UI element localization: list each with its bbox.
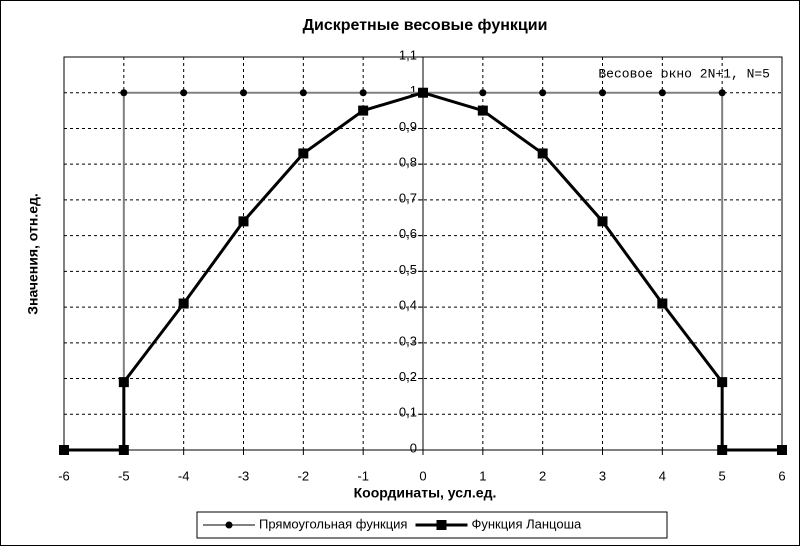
point <box>120 89 128 97</box>
point <box>238 216 249 227</box>
x-tick-label: 5 <box>719 468 726 483</box>
point <box>717 445 728 455</box>
point <box>358 105 369 116</box>
y-tick-label: 0,3 <box>399 333 417 348</box>
y-axis-label: Значения, отн.ед. <box>25 193 41 315</box>
y-tick-label: 0,4 <box>399 298 417 313</box>
chart-title: Дискретные весовые функции <box>303 17 548 34</box>
x-axis-label: Координаты, усл.ед. <box>354 485 497 501</box>
x-tick-label: -4 <box>178 468 190 483</box>
legend-label: Функция Ланцоша <box>471 516 582 531</box>
y-tick-label: 0,6 <box>399 226 417 241</box>
point <box>118 445 129 455</box>
legend-marker <box>225 521 233 529</box>
point <box>718 89 726 97</box>
x-tick-label: 2 <box>539 468 546 483</box>
x-tick-label: 1 <box>479 468 486 483</box>
point <box>599 89 606 97</box>
point <box>597 216 608 227</box>
point <box>537 148 548 159</box>
y-tick-label: 0,8 <box>399 155 417 170</box>
point <box>359 89 367 97</box>
point <box>479 89 487 97</box>
x-tick-label: -3 <box>238 468 250 483</box>
y-tick-label: 1 <box>410 83 417 98</box>
x-tick-label: -1 <box>357 468 369 483</box>
x-tick-label: 3 <box>599 468 606 483</box>
point <box>178 298 189 309</box>
y-tick-label: 0,1 <box>399 405 417 420</box>
legend-label: Прямоугольная функция <box>259 516 407 531</box>
point <box>658 89 666 97</box>
legend-marker <box>436 520 447 530</box>
point <box>418 87 428 98</box>
x-tick-label: -6 <box>58 468 70 483</box>
annotation: Весовое окно 2N+1, N=5 <box>598 66 770 81</box>
y-tick-label: 0,5 <box>399 262 417 277</box>
point <box>657 298 668 309</box>
x-tick-label: -2 <box>298 468 310 483</box>
point <box>717 377 728 388</box>
y-tick-label: 0,7 <box>399 190 417 205</box>
point <box>180 89 188 97</box>
y-tick-label: 0,9 <box>399 119 417 134</box>
point <box>777 445 787 455</box>
point <box>539 89 547 97</box>
point <box>59 445 69 455</box>
y-tick-label: 0,2 <box>399 369 417 384</box>
x-tick-label: 4 <box>659 468 666 483</box>
point <box>299 89 307 97</box>
point <box>118 377 129 388</box>
point <box>298 148 309 159</box>
x-tick-label: -5 <box>118 468 130 483</box>
point <box>240 89 247 97</box>
point <box>477 105 488 116</box>
x-tick-label: 6 <box>778 468 785 483</box>
y-tick-label: 1,1 <box>399 47 417 62</box>
y-tick-label: 0 <box>410 440 417 455</box>
x-tick-label: 0 <box>419 468 426 483</box>
